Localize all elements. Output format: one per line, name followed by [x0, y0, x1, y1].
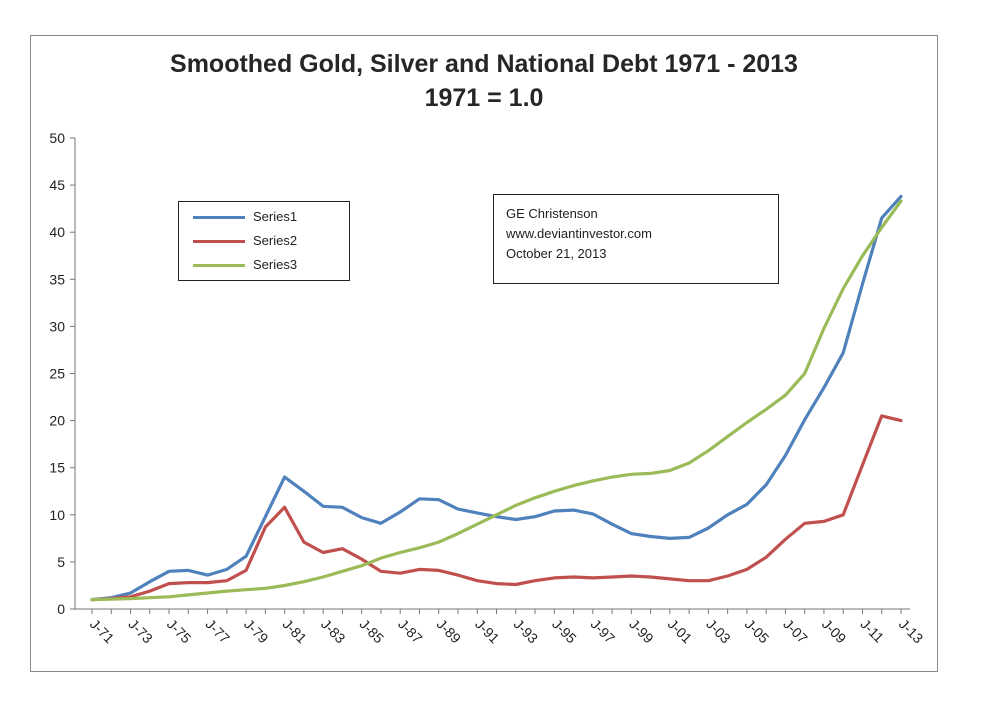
legend-swatch-series1: [193, 216, 245, 219]
legend-item-series3: Series3: [179, 255, 349, 275]
x-tick-label-j-73: J-73: [125, 616, 156, 647]
x-tick-label-j-71: J-71: [87, 616, 118, 647]
legend-swatch-series2: [193, 240, 245, 243]
x-tick-label-j-77: J-77: [202, 616, 233, 647]
x-tick-label-j-07: J-07: [780, 616, 811, 647]
legend-item-series2: Series2: [179, 231, 349, 251]
x-tick-label-j-01: J-01: [665, 616, 696, 647]
x-tick-label-j-85: J-85: [357, 616, 388, 647]
y-tick-label-5: 5: [57, 554, 65, 570]
x-tick-label-j-91: J-91: [472, 616, 503, 647]
x-tick-label-j-75: J-75: [164, 616, 195, 647]
annotation-website: www.deviantinvestor.com: [506, 226, 652, 241]
x-tick-label-j-93: J-93: [511, 616, 542, 647]
legend-label-series1: Series1: [253, 209, 298, 224]
y-tick-label-30: 30: [49, 318, 65, 334]
legend-label-series2: Series2: [253, 233, 298, 248]
y-tick-label-0: 0: [57, 601, 65, 617]
y-tick-label-50: 50: [49, 130, 65, 146]
y-tick-label-40: 40: [49, 224, 65, 240]
y-tick-label-45: 45: [49, 177, 65, 193]
x-tick-label-j-05: J-05: [742, 616, 773, 647]
y-tick-label-15: 15: [49, 460, 65, 476]
chart-title: Smoothed Gold, Silver and National Debt …: [170, 50, 798, 78]
chart-title-block: Smoothed Gold, Silver and National Debt …: [0, 47, 968, 115]
source-annotation: GE Christenson www.deviantinvestor.com O…: [493, 194, 779, 284]
x-tick-label-j-13: J-13: [896, 616, 927, 647]
legend-swatch-series3: [193, 264, 245, 267]
x-tick-label-j-87: J-87: [395, 616, 426, 647]
annotation-author: GE Christenson: [506, 206, 598, 221]
x-tick-label-j-11: J-11: [857, 616, 887, 646]
series-line-series1: [90, 194, 903, 602]
x-tick-label-j-97: J-97: [588, 616, 619, 647]
annotation-date: October 21, 2013: [506, 246, 607, 261]
x-tick-label-j-81: J-81: [279, 616, 310, 647]
chart-frame: [30, 35, 938, 672]
series-line-series3: [90, 199, 903, 602]
x-tick-label-j-83: J-83: [318, 616, 349, 647]
x-tick-label-j-79: J-79: [241, 616, 272, 647]
legend-item-series1: Series1: [179, 207, 349, 227]
x-tick-label-j-95: J-95: [549, 616, 580, 647]
legend-label-series3: Series3: [253, 257, 298, 272]
y-tick-label-35: 35: [49, 271, 65, 287]
x-tick-label-j-03: J-03: [703, 616, 734, 647]
y-tick-label-10: 10: [49, 507, 65, 523]
x-tick-label-j-99: J-99: [626, 616, 657, 647]
chart-subtitle: 1971 = 1.0: [424, 84, 544, 112]
chart-legend: Series1 Series2 Series3: [178, 201, 350, 281]
x-tick-label-j-89: J-89: [434, 616, 465, 647]
y-tick-label-20: 20: [49, 413, 65, 429]
x-tick-label-j-09: J-09: [819, 616, 850, 647]
series-line-series2: [90, 414, 903, 602]
y-tick-label-25: 25: [49, 366, 65, 382]
